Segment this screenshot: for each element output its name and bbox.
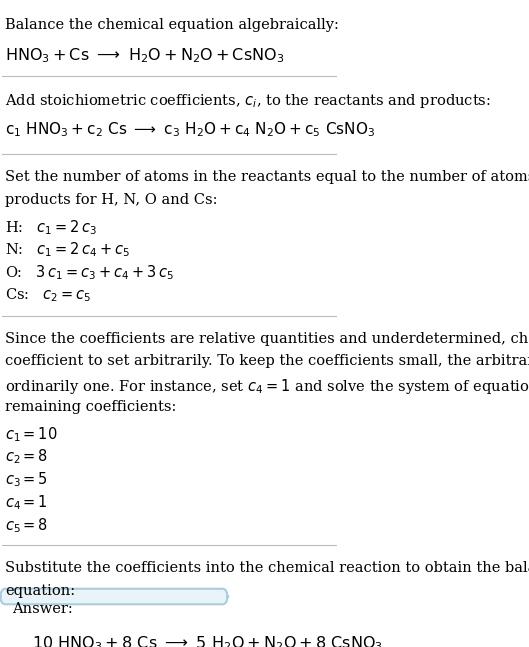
Text: $\mathrm{10\ HNO_3 + 8\ Cs\ \longrightarrow\ 5\ H_2O + N_2O + 8\ CsNO_3}$: $\mathrm{10\ HNO_3 + 8\ Cs\ \longrightar… — [32, 634, 383, 647]
Text: ordinarily one. For instance, set $c_4 = 1$ and solve the system of equations fo: ordinarily one. For instance, set $c_4 =… — [5, 377, 529, 396]
Text: $c_1 = 10$: $c_1 = 10$ — [5, 425, 58, 444]
Text: H:   $c_1 = 2\,c_3$: H: $c_1 = 2\,c_3$ — [5, 218, 97, 237]
Text: Answer:: Answer: — [12, 602, 73, 617]
Text: products for H, N, O and Cs:: products for H, N, O and Cs: — [5, 193, 218, 207]
Text: $\mathrm{HNO_3 + Cs\ \longrightarrow\ H_2O + N_2O + CsNO_3}$: $\mathrm{HNO_3 + Cs\ \longrightarrow\ H_… — [5, 47, 285, 65]
Text: O:   $3\,c_1 = c_3 + c_4 + 3\,c_5$: O: $3\,c_1 = c_3 + c_4 + 3\,c_5$ — [5, 263, 174, 282]
Text: $\mathrm{c_1\ HNO_3 + c_2\ Cs\ \longrightarrow\ c_3\ H_2O + c_4\ N_2O + c_5\ CsN: $\mathrm{c_1\ HNO_3 + c_2\ Cs\ \longrigh… — [5, 120, 376, 139]
Text: Substitute the coefficients into the chemical reaction to obtain the balanced: Substitute the coefficients into the che… — [5, 562, 529, 575]
Text: Balance the chemical equation algebraically:: Balance the chemical equation algebraica… — [5, 18, 339, 32]
Text: $c_3 = 5$: $c_3 = 5$ — [5, 470, 48, 489]
Text: remaining coefficients:: remaining coefficients: — [5, 400, 177, 414]
Text: Set the number of atoms in the reactants equal to the number of atoms in the: Set the number of atoms in the reactants… — [5, 170, 529, 184]
FancyBboxPatch shape — [1, 589, 227, 604]
Text: $c_2 = 8$: $c_2 = 8$ — [5, 448, 49, 466]
Text: Since the coefficients are relative quantities and underdetermined, choose a: Since the coefficients are relative quan… — [5, 332, 529, 345]
Text: $c_4 = 1$: $c_4 = 1$ — [5, 493, 48, 512]
Text: N:   $c_1 = 2\,c_4 + c_5$: N: $c_1 = 2\,c_4 + c_5$ — [5, 241, 130, 259]
Text: coefficient to set arbitrarily. To keep the coefficients small, the arbitrary va: coefficient to set arbitrarily. To keep … — [5, 355, 529, 368]
Text: Cs:   $c_2 = c_5$: Cs: $c_2 = c_5$ — [5, 286, 92, 304]
Text: Add stoichiometric coefficients, $c_i$, to the reactants and products:: Add stoichiometric coefficients, $c_i$, … — [5, 92, 491, 110]
Text: $c_5 = 8$: $c_5 = 8$ — [5, 516, 49, 534]
Text: equation:: equation: — [5, 584, 76, 598]
